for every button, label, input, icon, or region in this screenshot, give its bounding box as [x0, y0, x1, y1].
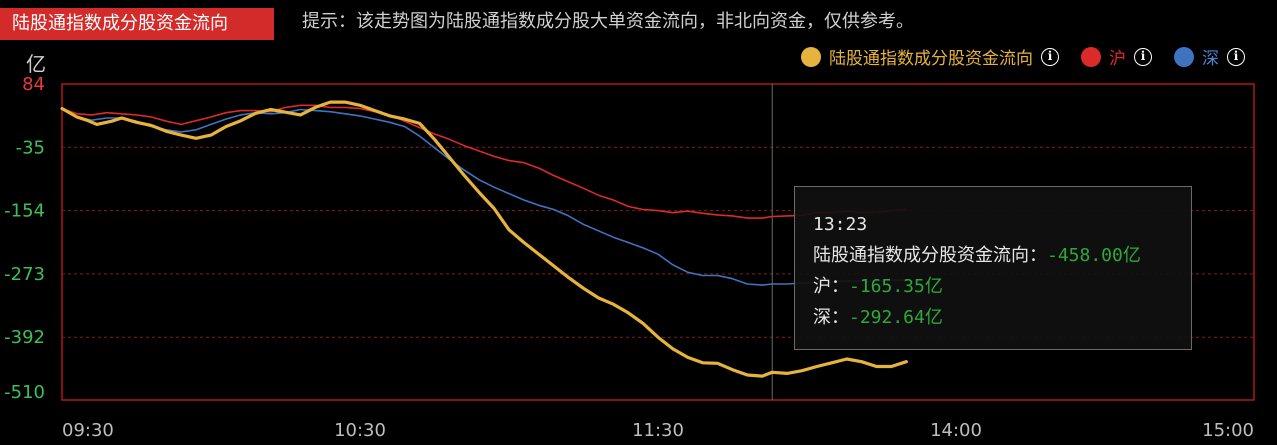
tooltip-value-sz: -292.64亿 — [849, 307, 943, 328]
series-line-sh — [61, 104, 908, 219]
x-tick-label: 09:30 — [62, 420, 114, 441]
y-tick-label: -510 — [4, 382, 45, 403]
legend-item-sh[interactable]: 沪 i — [1081, 44, 1152, 69]
x-tick-label: 11:30 — [632, 420, 684, 441]
legend-dot-sh — [1081, 46, 1101, 67]
tooltip: 13:23 陆股通指数成分股资金流向：-458.00亿 沪：-165.35亿 深… — [794, 186, 1192, 350]
legend-item-sz[interactable]: 深 i — [1174, 44, 1245, 69]
y-tick-label: 84 — [22, 74, 45, 95]
y-axis-unit: 亿 — [26, 52, 46, 76]
tooltip-row-sh: 沪：-165.35亿 — [813, 271, 1191, 302]
chart-title-badge: 陆股通指数成分股资金流向 — [0, 8, 274, 40]
y-tick-label: -273 — [4, 264, 45, 285]
series-line-sz — [61, 107, 908, 286]
tooltip-row-sz: 深：-292.64亿 — [813, 302, 1191, 333]
legend-item-total[interactable]: 陆股通指数成分股资金流向 i — [801, 44, 1059, 69]
tooltip-value-total: -458.00亿 — [1047, 245, 1141, 266]
tooltip-value-sh: -165.35亿 — [849, 276, 943, 297]
tooltip-label-total: 陆股通指数成分股资金流向： — [813, 245, 1047, 266]
legend: 陆股通指数成分股资金流向 i 沪 i 深 i — [779, 44, 1245, 69]
hint-text: 提示：该走势图为陆股通指数成分股大单资金流向，非北向资金，仅供参考。 — [302, 11, 914, 32]
legend-label-sh: 沪 — [1109, 49, 1126, 69]
tooltip-row-total: 陆股通指数成分股资金流向：-458.00亿 — [813, 240, 1191, 271]
y-tick-label: -35 — [16, 137, 45, 158]
plot-frame — [61, 83, 1255, 401]
tooltip-time: 13:23 — [813, 214, 868, 235]
tooltip-label-sh: 沪： — [813, 276, 849, 297]
legend-dot-sz — [1174, 46, 1194, 67]
info-icon[interactable]: i — [1227, 47, 1245, 66]
x-tick-label: 10:30 — [334, 420, 386, 441]
x-tick-label: 14:00 — [930, 420, 982, 441]
y-tick-label: -392 — [4, 327, 45, 348]
legend-label-total: 陆股通指数成分股资金流向 — [829, 49, 1033, 69]
x-tick-label: 15:00 — [1202, 420, 1254, 441]
legend-dot-total — [801, 46, 821, 67]
info-icon[interactable]: i — [1134, 47, 1152, 66]
info-icon[interactable]: i — [1041, 47, 1059, 66]
legend-label-sz: 深 — [1202, 49, 1219, 69]
series-line-total — [60, 100, 908, 378]
y-tick-label: -154 — [4, 201, 45, 222]
tooltip-label-sz: 深： — [813, 307, 849, 328]
